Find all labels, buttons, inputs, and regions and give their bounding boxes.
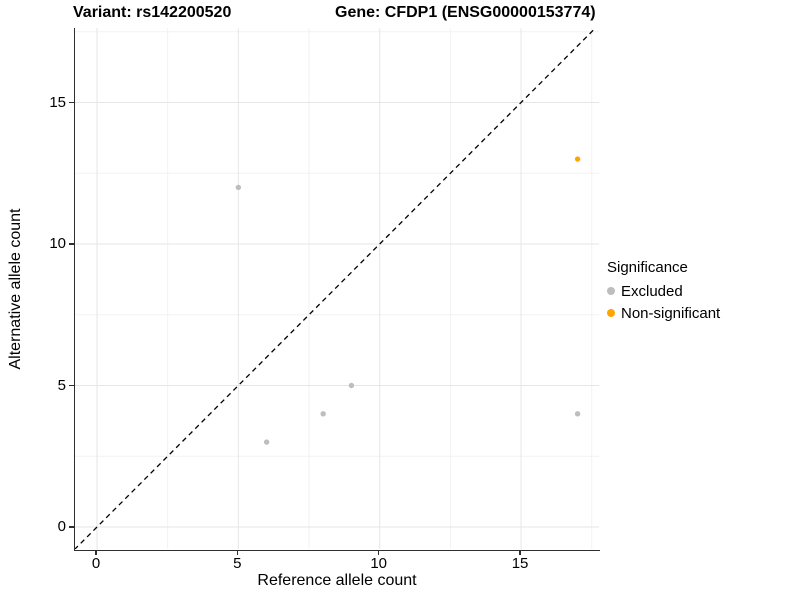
y-tick-label: 15	[49, 93, 66, 111]
x-tick-label: 5	[233, 555, 242, 572]
legend-key-dot-icon	[607, 287, 615, 295]
legend-item: Excluded	[607, 280, 797, 302]
data-point-excluded	[574, 411, 581, 417]
x-axis-title: Reference allele count	[257, 572, 417, 589]
data-point-excluded	[320, 411, 326, 417]
plot-area	[75, 28, 599, 549]
legend-item-label: Non-significant	[621, 304, 721, 322]
y-tick-mark	[69, 384, 74, 387]
y-tick-mark	[69, 101, 74, 104]
x-tick-label: 15	[511, 555, 529, 572]
x-tick-mark	[236, 550, 239, 555]
x-tick-mark	[95, 550, 97, 555]
plot-panel	[74, 28, 600, 551]
data-point-excluded	[263, 439, 270, 445]
x-tick-label: 0	[91, 555, 101, 572]
y-tick-label: 5	[57, 376, 66, 394]
legend-items: Excluded Non-significant	[607, 280, 797, 324]
legend-item-label: Excluded	[621, 282, 683, 300]
x-tick-mark	[519, 550, 521, 555]
x-tick-label: 10	[370, 555, 388, 572]
y-tick-label: 10	[49, 235, 66, 252]
legend-key-dot-icon	[607, 309, 615, 317]
y-tick-label: 0	[57, 518, 66, 535]
data-point-excluded	[348, 382, 355, 389]
identity-dashed-line	[75, 28, 596, 549]
legend: Significance Excluded Non-significant	[607, 258, 797, 324]
legend-title: Significance	[607, 259, 688, 276]
data-point-excluded	[235, 184, 242, 191]
y-axis-title: Alternative allele count	[7, 208, 24, 370]
data-point-non-significant	[574, 156, 581, 162]
y-tick-mark	[69, 526, 74, 528]
legend-item: Non-significant	[607, 302, 797, 324]
gene-title: Gene: CFDP1 (ENSG00000153774)	[335, 4, 596, 21]
x-tick-mark	[377, 550, 380, 555]
y-tick-mark	[69, 243, 74, 245]
variant-title: Variant: rs142200520	[73, 4, 232, 21]
